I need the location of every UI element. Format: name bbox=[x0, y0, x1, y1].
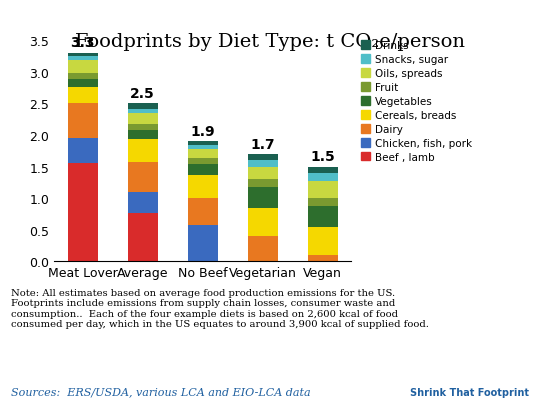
Bar bbox=[307, 227, 338, 256]
Bar bbox=[127, 163, 158, 192]
Bar bbox=[127, 139, 158, 163]
Bar bbox=[127, 131, 158, 139]
Bar bbox=[127, 213, 158, 262]
Bar bbox=[187, 199, 218, 226]
Bar bbox=[247, 236, 278, 262]
Text: 3.3: 3.3 bbox=[70, 36, 94, 50]
Bar bbox=[68, 104, 98, 139]
Bar bbox=[307, 199, 338, 207]
Text: 1.5: 1.5 bbox=[310, 150, 335, 164]
Text: 1.9: 1.9 bbox=[190, 125, 215, 139]
Bar bbox=[307, 167, 338, 173]
Bar bbox=[247, 180, 278, 188]
Bar bbox=[187, 226, 218, 262]
Bar bbox=[68, 139, 98, 164]
Bar bbox=[187, 146, 218, 150]
Bar bbox=[68, 57, 98, 61]
Legend: Drinks, Snacks, sugar, Oils, spreads, Fruit, Vegetables, Cereals, breads, Dairy,: Drinks, Snacks, sugar, Oils, spreads, Fr… bbox=[356, 37, 476, 166]
Text: 1.7: 1.7 bbox=[250, 137, 275, 151]
Bar bbox=[127, 114, 158, 125]
Bar bbox=[187, 142, 218, 146]
Text: Foodprints by Diet Type: t CO₂e/person: Foodprints by Diet Type: t CO₂e/person bbox=[75, 33, 465, 51]
Bar bbox=[187, 150, 218, 158]
Bar bbox=[187, 158, 218, 164]
Text: Sources:  ERS/USDA, various LCA and EIO-LCA data: Sources: ERS/USDA, various LCA and EIO-L… bbox=[11, 387, 310, 397]
Text: Note: All estimates based on average food production emissions for the US.
Footp: Note: All estimates based on average foo… bbox=[11, 288, 429, 328]
Bar bbox=[68, 88, 98, 104]
Bar bbox=[127, 110, 158, 114]
Bar bbox=[247, 161, 278, 167]
Bar bbox=[247, 155, 278, 161]
Text: 2.5: 2.5 bbox=[130, 87, 155, 101]
Bar bbox=[127, 192, 158, 213]
Bar bbox=[187, 164, 218, 175]
Bar bbox=[307, 182, 338, 199]
Bar bbox=[307, 207, 338, 227]
Bar bbox=[127, 125, 158, 131]
Bar bbox=[68, 61, 98, 74]
Bar bbox=[307, 173, 338, 182]
Bar bbox=[187, 175, 218, 199]
Bar bbox=[307, 256, 338, 262]
Bar bbox=[68, 80, 98, 88]
Text: Shrink That Footprint: Shrink That Footprint bbox=[410, 387, 529, 397]
Bar bbox=[68, 74, 98, 80]
Bar bbox=[127, 104, 158, 110]
Bar bbox=[247, 167, 278, 180]
Bar bbox=[68, 164, 98, 262]
Bar bbox=[247, 188, 278, 208]
Bar bbox=[247, 208, 278, 236]
Bar bbox=[68, 54, 98, 57]
